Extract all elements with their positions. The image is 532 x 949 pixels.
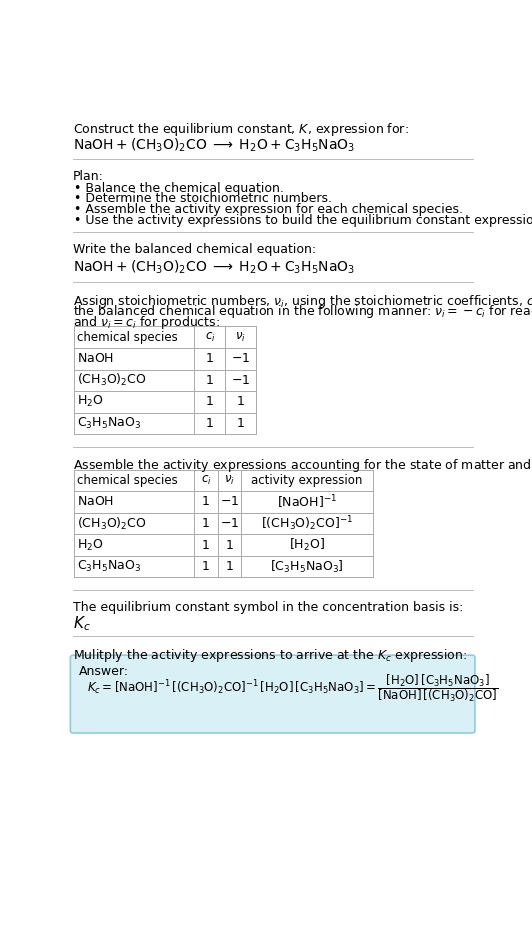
- Text: • Balance the chemical equation.: • Balance the chemical equation.: [74, 181, 284, 195]
- Text: activity expression: activity expression: [251, 474, 362, 487]
- Text: $K_c = [\mathrm{NaOH}]^{-1}\, [(\mathrm{CH_3O})_2\mathrm{CO}]^{-1}\, [\mathrm{H_: $K_c = [\mathrm{NaOH}]^{-1}\, [(\mathrm{…: [87, 672, 498, 704]
- Text: the balanced chemical equation in the following manner: $\nu_i = -c_i$ for react: the balanced chemical equation in the fo…: [73, 304, 532, 321]
- Text: $c_i$: $c_i$: [201, 474, 211, 487]
- Text: $[\mathrm{H_2O}]$: $[\mathrm{H_2O}]$: [289, 537, 325, 553]
- Text: 1: 1: [202, 560, 210, 573]
- Text: $-1$: $-1$: [220, 495, 239, 509]
- Text: 1: 1: [206, 374, 214, 387]
- Text: • Assemble the activity expression for each chemical species.: • Assemble the activity expression for e…: [74, 203, 463, 216]
- Text: $(\mathrm{CH_3O})_2\mathrm{CO}$: $(\mathrm{CH_3O})_2\mathrm{CO}$: [77, 372, 147, 388]
- Text: $\mathrm{NaOH} + (\mathrm{CH_3O})_2\mathrm{CO} \;\longrightarrow\; \mathrm{H_2O}: $\mathrm{NaOH} + (\mathrm{CH_3O})_2\math…: [73, 259, 355, 276]
- Text: The equilibrium constant symbol in the concentration basis is:: The equilibrium constant symbol in the c…: [73, 601, 463, 613]
- Text: 1: 1: [226, 539, 233, 551]
- Text: $[\mathrm{NaOH}]^{-1}$: $[\mathrm{NaOH}]^{-1}$: [277, 493, 337, 511]
- Text: Mulitply the activity expressions to arrive at the $K_c$ expression:: Mulitply the activity expressions to arr…: [73, 646, 467, 663]
- Text: $\nu_i$: $\nu_i$: [224, 474, 235, 487]
- Text: Construct the equilibrium constant, $K$, expression for:: Construct the equilibrium constant, $K$,…: [73, 121, 409, 138]
- Text: $\mathrm{NaOH}$: $\mathrm{NaOH}$: [77, 495, 114, 509]
- Text: $-1$: $-1$: [220, 517, 239, 530]
- Text: 1: 1: [226, 560, 233, 573]
- Text: $\mathrm{NaOH}$: $\mathrm{NaOH}$: [77, 352, 114, 365]
- Text: • Use the activity expressions to build the equilibrium constant expression.: • Use the activity expressions to build …: [74, 214, 532, 227]
- Text: Write the balanced chemical equation:: Write the balanced chemical equation:: [73, 243, 316, 256]
- Text: and $\nu_i = c_i$ for products:: and $\nu_i = c_i$ for products:: [73, 314, 220, 331]
- Text: 1: 1: [206, 396, 214, 408]
- Text: $-1$: $-1$: [231, 374, 251, 387]
- Text: chemical species: chemical species: [77, 474, 178, 487]
- Text: $[(\mathrm{CH_3O})_2\mathrm{CO}]^{-1}$: $[(\mathrm{CH_3O})_2\mathrm{CO}]^{-1}$: [261, 514, 353, 533]
- Text: $-1$: $-1$: [231, 352, 251, 365]
- Text: • Determine the stoichiometric numbers.: • Determine the stoichiometric numbers.: [74, 193, 332, 205]
- Text: $\mathrm{H_2O}$: $\mathrm{H_2O}$: [77, 537, 104, 552]
- Text: $K_c$: $K_c$: [73, 614, 90, 633]
- Text: $[\mathrm{C_3H_5NaO_3}]$: $[\mathrm{C_3H_5NaO_3}]$: [270, 559, 344, 575]
- Text: $c_i$: $c_i$: [204, 330, 215, 344]
- Text: 1: 1: [206, 417, 214, 430]
- Text: 1: 1: [202, 539, 210, 551]
- Text: chemical species: chemical species: [77, 330, 178, 344]
- Text: 1: 1: [202, 517, 210, 530]
- Text: Assemble the activity expressions accounting for the state of matter and $\nu_i$: Assemble the activity expressions accoun…: [73, 457, 532, 474]
- Text: 1: 1: [206, 352, 214, 365]
- FancyBboxPatch shape: [70, 655, 475, 733]
- Text: $\mathrm{C_3H_5NaO_3}$: $\mathrm{C_3H_5NaO_3}$: [77, 559, 142, 574]
- Text: $\nu_i$: $\nu_i$: [236, 330, 246, 344]
- Text: $\mathrm{NaOH} + (\mathrm{CH_3O})_2\mathrm{CO} \;\longrightarrow\; \mathrm{H_2O}: $\mathrm{NaOH} + (\mathrm{CH_3O})_2\math…: [73, 137, 355, 154]
- Text: $\mathrm{H_2O}$: $\mathrm{H_2O}$: [77, 395, 104, 409]
- Text: $(\mathrm{CH_3O})_2\mathrm{CO}$: $(\mathrm{CH_3O})_2\mathrm{CO}$: [77, 515, 147, 531]
- Text: 1: 1: [202, 495, 210, 509]
- Text: $\mathrm{C_3H_5NaO_3}$: $\mathrm{C_3H_5NaO_3}$: [77, 416, 142, 431]
- Text: 1: 1: [237, 417, 245, 430]
- Text: 1: 1: [237, 396, 245, 408]
- Text: Plan:: Plan:: [73, 170, 104, 183]
- Text: Answer:: Answer:: [79, 665, 129, 679]
- Text: Assign stoichiometric numbers, $\nu_i$, using the stoichiometric coefficients, $: Assign stoichiometric numbers, $\nu_i$, …: [73, 292, 532, 309]
